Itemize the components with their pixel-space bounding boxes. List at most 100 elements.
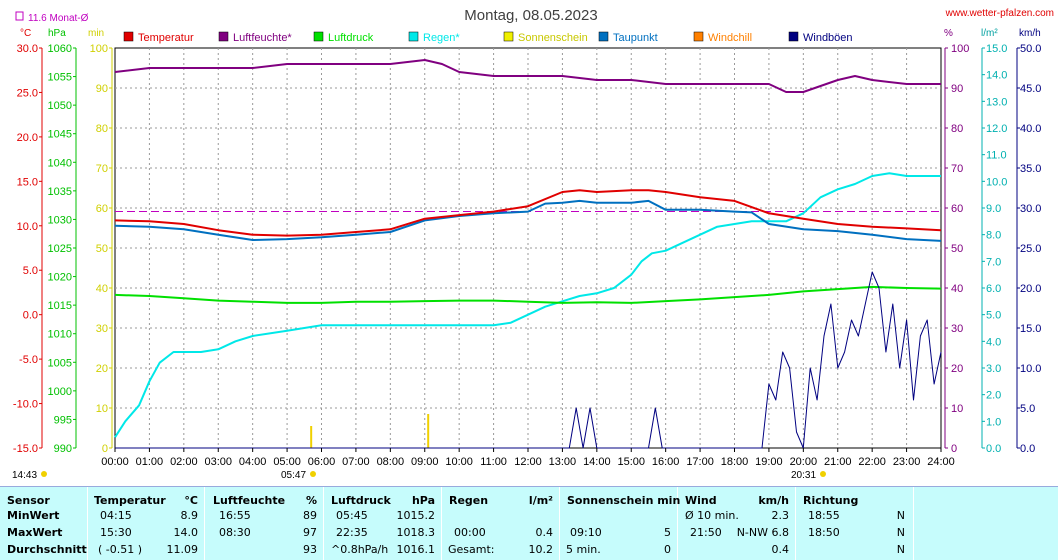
x-tick-label: 20:00 — [790, 456, 818, 468]
wind-avg-label: Ø 10 min. — [685, 509, 739, 522]
legend-label: Windchill — [708, 32, 752, 44]
pressure-tick-label: 1040 — [48, 157, 72, 169]
rain-header: Regen — [449, 494, 489, 507]
col-direction: Richtung 18:55 N 18:50 N N — [796, 487, 914, 560]
x-tick-label: 08:00 — [377, 456, 405, 468]
wind-3rd-val: 0.4 — [771, 543, 790, 556]
hum-header: Luftfeuchte — [213, 494, 286, 507]
temperature-tick-label: 25.0 — [17, 87, 38, 99]
minutes-tick-label: 10 — [96, 403, 108, 415]
rain-max-time: 00:00 — [454, 526, 486, 539]
pressure-tick-label: 1020 — [48, 272, 72, 284]
col-sunshine: Sonnenschein min 09:10 5 5 min. 0 — [560, 487, 680, 560]
pressure-tick-label: 1030 — [48, 214, 72, 226]
rain-tick-label: 6.0 — [986, 283, 1001, 295]
chart-legend: Temperatur Luftfeuchte* Luftdruck Regen* Son… — [123, 31, 853, 44]
pressure-tick-label: 1005 — [48, 357, 72, 369]
hum-avg-val: 93 — [303, 543, 317, 556]
x-tick-label: 12:00 — [514, 456, 542, 468]
sunrise-icon — [310, 471, 316, 477]
x-tick-label: 18:00 — [721, 456, 749, 468]
wind-tick-label: 45.0 — [1020, 83, 1041, 95]
humidity-tick-label: 10 — [951, 403, 963, 415]
pressure-tick-label: 995 — [54, 414, 72, 426]
x-axis-labels: 00:00 01:00 02:00 03:00 04:00 05:00 06:00 07:00… — [101, 448, 955, 468]
legend-swatch — [693, 31, 704, 42]
wind-tick-label: 15.0 — [1020, 323, 1041, 335]
x-tick-label: 02:00 — [170, 456, 198, 468]
humidity-tick-label: 20 — [951, 363, 963, 375]
x-tick-label: 06:00 — [308, 456, 336, 468]
humidity-tick-label: 70 — [951, 163, 963, 175]
wind-tick-label: 0.0 — [1020, 443, 1035, 455]
sunset-time: 20:31 — [791, 470, 816, 481]
x-tick-label: 17:00 — [686, 456, 714, 468]
rain-tick-label: 0.0 — [986, 443, 1001, 455]
x-tick-label: 24:00 — [927, 456, 955, 468]
hum-min-val: 89 — [303, 509, 317, 522]
series-line-windböen — [115, 271, 942, 449]
hum-max-time: 08:30 — [219, 526, 251, 539]
legend-swatch — [788, 31, 799, 42]
pressure-tick-label: 1045 — [48, 129, 72, 141]
legend-swatch — [313, 31, 324, 42]
legend-label: Taupunkt — [613, 32, 658, 44]
rain-tick-label: 4.0 — [986, 336, 1001, 348]
col-rain: Regen l/m² 00:00 0.4 Gesamt: 10.2 — [442, 487, 560, 560]
wind-avg-val: 2.3 — [771, 509, 790, 522]
legend-swatch — [408, 31, 419, 42]
dir-row2-time: 18:50 — [808, 526, 840, 539]
hum-min-time: 16:55 — [219, 509, 251, 522]
unit-temp: °C — [20, 28, 31, 39]
legend-label: Temperatur — [138, 32, 194, 44]
rain-tick-label: 15.0 — [986, 43, 1007, 55]
stats-table: Sensor MinWert MaxWert Durchschnitt Temp… — [0, 486, 1058, 560]
temp-max-val: 14.0 — [173, 526, 199, 539]
rain-tick-label: 13.0 — [986, 96, 1007, 108]
wind-tick-label: 40.0 — [1020, 123, 1041, 135]
col-wind: Wind km/h Ø 10 min. 2.3 21:50 N-NW 6.8 0… — [678, 487, 796, 560]
series-line-luftdruck — [114, 285, 942, 304]
sunrise-time: 05:47 — [281, 470, 306, 481]
temp-min-time: 04:15 — [100, 509, 132, 522]
temp-avg-note: ( -0.51 ) — [98, 543, 143, 556]
x-tick-label: 22:00 — [858, 456, 886, 468]
x-tick-label: 10:00 — [445, 456, 473, 468]
temp-max-time: 15:30 — [100, 526, 132, 539]
monthavg-icon — [15, 11, 24, 21]
current-time: 14:43 — [12, 470, 37, 481]
legend-label: Sonnenschein — [518, 32, 588, 44]
x-tick-label: 03:00 — [204, 456, 232, 468]
minutes-tick-label: 20 — [96, 363, 108, 375]
series-line-regen — [114, 172, 941, 438]
unit-rain: l/m² — [981, 28, 998, 39]
site-link[interactable]: www.wetter-pfalzen.com — [945, 8, 1054, 19]
temperature-tick-label: 30.0 — [17, 43, 38, 55]
pressure-tick-label: 1000 — [48, 386, 72, 398]
wind-tick-label: 30.0 — [1020, 203, 1041, 215]
legend-swatch — [598, 31, 609, 42]
sun-total-label: 5 min. — [566, 543, 601, 556]
minutes-tick-label: 70 — [96, 163, 108, 175]
wind-tick-label: 5.0 — [1020, 403, 1035, 415]
temperature-tick-label: 10.0 — [17, 221, 38, 233]
current-time-icon — [41, 471, 47, 477]
wind-header: Wind — [685, 494, 717, 507]
legend-label: Luftdruck — [328, 32, 374, 44]
wind-unit: km/h — [758, 494, 789, 507]
sensor-row-min: MinWert — [7, 509, 60, 522]
dir-header: Richtung — [803, 494, 859, 507]
rain-tick-label: 14.0 — [986, 70, 1007, 82]
rain-tick-label: 8.0 — [986, 230, 1001, 242]
dir-row3-val: N — [896, 543, 905, 556]
temperature-tick-label: -10.0 — [13, 399, 38, 411]
press-unit: hPa — [411, 494, 435, 507]
press-header: Luftdruck — [331, 494, 391, 507]
rain-unit: l/m² — [528, 494, 553, 507]
wind-max-time: 21:50 — [690, 526, 722, 539]
rain-tick-label: 2.0 — [986, 390, 1001, 402]
pressure-tick-label: 1010 — [48, 329, 72, 341]
x-tick-label: 19:00 — [755, 456, 783, 468]
x-tick-label: 00:00 — [101, 456, 129, 468]
temp-avg-val: 11.09 — [166, 543, 199, 556]
